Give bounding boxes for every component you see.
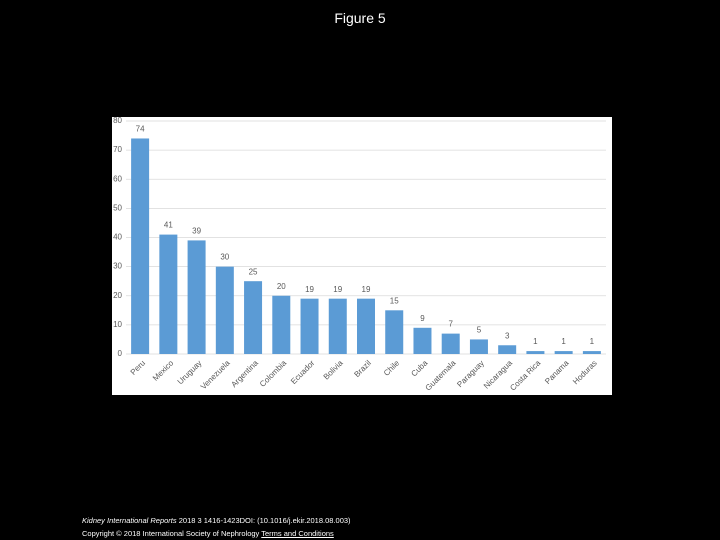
bar bbox=[469, 339, 488, 354]
bar bbox=[187, 240, 206, 354]
footer: Kidney International Reports 2018 3 1416… bbox=[82, 514, 351, 540]
bar bbox=[413, 327, 432, 354]
bar bbox=[272, 295, 291, 354]
bar bbox=[159, 234, 178, 354]
data-label: 1 bbox=[561, 337, 566, 346]
y-tick-label: 70 bbox=[113, 145, 122, 154]
data-label: 19 bbox=[333, 285, 342, 294]
y-tick-label: 10 bbox=[113, 320, 122, 329]
bar bbox=[554, 351, 573, 354]
bar bbox=[498, 345, 517, 354]
y-tick-label: 80 bbox=[113, 116, 122, 125]
citation-line: Kidney International Reports 2018 3 1416… bbox=[82, 514, 351, 527]
y-tick-label: 60 bbox=[113, 174, 122, 183]
data-label: 3 bbox=[505, 331, 510, 340]
bar bbox=[244, 281, 263, 354]
data-label: 1 bbox=[533, 337, 538, 346]
data-label: 19 bbox=[305, 285, 314, 294]
data-label: 9 bbox=[420, 314, 425, 323]
y-tick-label: 20 bbox=[113, 291, 122, 300]
bar bbox=[526, 351, 545, 354]
data-label: 41 bbox=[164, 221, 173, 230]
data-label: 74 bbox=[136, 125, 145, 134]
data-label: 30 bbox=[220, 253, 229, 262]
bar bbox=[328, 298, 347, 354]
data-label: 20 bbox=[277, 282, 286, 291]
citation: 2018 3 1416-1423DOI: (10.1016/j.ekir.201… bbox=[178, 516, 351, 525]
bar bbox=[441, 333, 460, 354]
y-tick-label: 0 bbox=[118, 349, 123, 358]
data-label: 25 bbox=[249, 267, 258, 276]
data-label: 7 bbox=[448, 320, 453, 329]
bar bbox=[385, 310, 404, 354]
copyright: Copyright © 2018 International Society o… bbox=[82, 529, 260, 538]
y-tick-label: 30 bbox=[113, 262, 122, 271]
terms-link[interactable]: Terms and Conditions bbox=[261, 529, 334, 538]
data-label: 5 bbox=[477, 326, 482, 335]
data-label: 19 bbox=[362, 285, 371, 294]
data-label: 1 bbox=[590, 337, 595, 346]
bar bbox=[131, 138, 150, 354]
data-label: 39 bbox=[192, 227, 201, 236]
y-tick-label: 40 bbox=[113, 233, 122, 242]
y-tick-label: 50 bbox=[113, 203, 122, 212]
journal: Kidney International Reports bbox=[82, 516, 177, 525]
bar bbox=[215, 266, 234, 354]
slide-title: Figure 5 bbox=[334, 10, 386, 26]
bar bbox=[300, 298, 319, 354]
data-label: 15 bbox=[390, 296, 399, 305]
bar bbox=[582, 351, 601, 354]
bar bbox=[357, 298, 375, 354]
copyright-line: Copyright © 2018 International Society o… bbox=[82, 527, 351, 540]
